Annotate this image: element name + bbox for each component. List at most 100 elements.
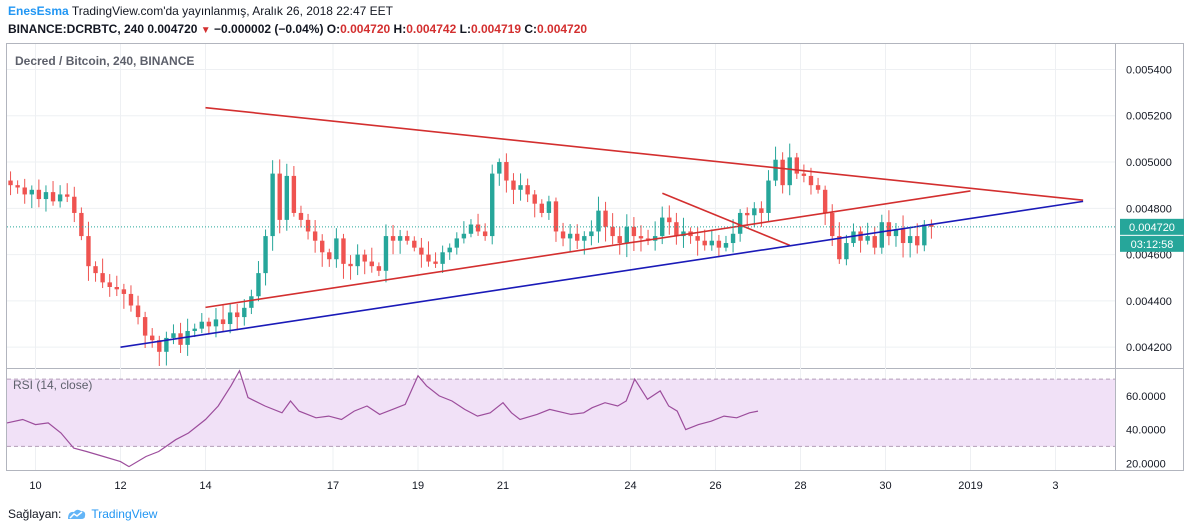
candle-body [213, 319, 219, 327]
candle-body [610, 226, 615, 237]
candle-body [305, 219, 311, 232]
candle-body [57, 194, 63, 202]
date-tick-label: 10 [29, 480, 41, 492]
candle-body [185, 330, 190, 345]
short-red-trendline[interactable] [662, 192, 791, 247]
down-triangle-icon: ▼ [200, 25, 211, 36]
candle-body [447, 247, 452, 253]
date-tick-label: 12 [114, 480, 126, 492]
candle-body [589, 231, 594, 237]
candle-body [511, 180, 516, 190]
candle-body [681, 231, 686, 237]
candle-body [915, 236, 920, 246]
footer: Sağlayan: TradingView [8, 507, 157, 521]
candle-body [65, 194, 70, 197]
candle-body [242, 307, 247, 318]
candle-body [737, 212, 743, 234]
candle-body [801, 173, 807, 176]
candle-body [716, 240, 722, 248]
date-tick-label: 26 [709, 480, 721, 492]
candle-body [43, 192, 49, 200]
candle-body [284, 175, 289, 220]
candle-body [723, 243, 729, 248]
candle-body [794, 157, 800, 174]
candle-body [227, 312, 233, 325]
candle-body [249, 296, 254, 308]
candle-body [567, 233, 573, 239]
rsi-title: RSI (14, close) [13, 378, 92, 392]
date-tick-label: 28 [794, 480, 806, 492]
candle-body [660, 217, 665, 237]
candle-body [192, 328, 197, 331]
candle-body [617, 236, 622, 244]
candle-body [412, 240, 417, 248]
high-value: 0.004742 [406, 22, 457, 36]
candle-body [369, 261, 374, 267]
countdown-badge [1120, 235, 1184, 252]
candle-body [808, 175, 814, 186]
candle-body [490, 173, 495, 237]
chart-title: Decred / Bitcoin, 240, BINANCE [15, 54, 194, 68]
close-label: C: [524, 22, 538, 36]
candle-body [667, 217, 672, 223]
candle-body [546, 201, 552, 213]
candle-body [235, 312, 240, 318]
candle-body [851, 231, 856, 244]
footer-brand-link[interactable]: TradingView [91, 507, 158, 521]
candle-body [752, 208, 757, 216]
date-tick-label: 19 [412, 480, 424, 492]
candle-body [553, 201, 559, 232]
candle-body [383, 236, 389, 271]
close-value: 0.004720 [537, 22, 588, 36]
price-tick-label: 0.005200 [1126, 111, 1172, 123]
price-tick-label: 0.005000 [1126, 157, 1172, 169]
candle-body [468, 224, 474, 234]
rsi-tick-label: 20.0000 [1126, 458, 1166, 470]
last-price: 0.004720 [147, 22, 198, 36]
publish-text: TradingView.com'da yayınlanmış, Aralık 2… [71, 4, 393, 18]
rsi-tick-label: 40.0000 [1126, 425, 1166, 437]
candle-body [844, 243, 849, 260]
candle-body [128, 293, 134, 306]
author-name[interactable]: EnesEsma [8, 4, 69, 18]
candle-body [8, 180, 13, 186]
candle-body [815, 185, 821, 190]
candle-body [907, 236, 913, 244]
candle-body [532, 194, 537, 204]
candle-body [107, 282, 112, 287]
candle-body [766, 180, 771, 213]
candle-body [150, 335, 155, 341]
candle-body [575, 233, 580, 241]
candle-body [674, 222, 679, 237]
upper-red-trendline[interactable] [205, 106, 1084, 202]
candle-body [504, 162, 509, 181]
candle-body [93, 266, 98, 274]
candle-body [461, 233, 467, 239]
candle-body [879, 222, 885, 248]
candle-body [348, 263, 353, 267]
symbol-info: BINANCE:DCRBTC, 240 0.004720 ▼ −0.000002… [8, 22, 587, 36]
blue-support-trendline[interactable] [120, 200, 1084, 348]
lower-red-trendline[interactable] [205, 190, 971, 309]
candle-body [334, 238, 339, 260]
price-tick-label: 0.004200 [1126, 342, 1172, 354]
candle-body [454, 238, 459, 248]
candle-body [787, 157, 792, 186]
date-tick-label: 30 [879, 480, 891, 492]
candle-body [759, 208, 764, 213]
candle-body [773, 159, 778, 181]
candle-body [15, 185, 20, 188]
candle-body [298, 212, 304, 220]
candle-body [320, 240, 325, 253]
candle-body [206, 321, 212, 327]
date-tick-label: 17 [327, 480, 339, 492]
candle-body [79, 212, 84, 237]
candle-body [695, 236, 700, 241]
candle-body [376, 266, 382, 271]
open-value: 0.004720 [340, 22, 391, 36]
rsi-band [7, 379, 1115, 447]
candle-body [886, 222, 892, 237]
candle-body [199, 321, 204, 329]
candle-body [893, 229, 899, 237]
